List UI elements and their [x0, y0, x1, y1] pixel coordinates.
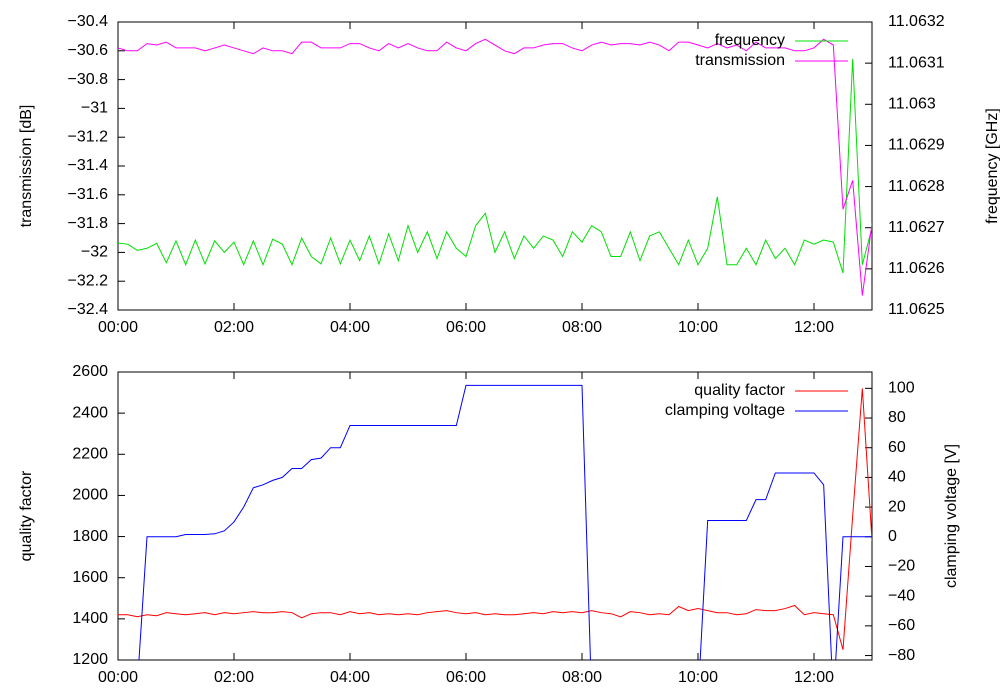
data-line [118, 388, 872, 650]
y2-tick-label: 40 [888, 469, 906, 486]
y2-tick-label: 80 [888, 409, 906, 426]
x-tick-label: 10:00 [678, 319, 718, 336]
y2-axis-label: clamping voltage [V] [943, 444, 960, 588]
data-line [118, 59, 872, 274]
y2-tick-label: 11.063 [888, 96, 936, 113]
y-tick-label: 2400 [72, 404, 108, 421]
y2-axis-label: frequency [GHz] [984, 108, 1000, 224]
y-tick-label: 2000 [72, 487, 108, 504]
y-tick-label: 2600 [72, 363, 108, 380]
y-tick-label: −30.6 [68, 42, 109, 59]
x-tick-label: 08:00 [562, 319, 602, 336]
y-axis-label: transmission [dB] [18, 105, 35, 228]
y-tick-label: 2200 [72, 446, 108, 463]
y-tick-label: −30.4 [68, 13, 109, 30]
y-tick-label: 1800 [72, 528, 108, 545]
y2-tick-label: −60 [888, 617, 915, 634]
y2-tick-label: −80 [888, 647, 915, 664]
data-line [138, 384, 872, 660]
legend-label: quality factor [694, 382, 785, 399]
y2-tick-label: 20 [888, 498, 906, 515]
x-tick-label: 04:00 [330, 669, 370, 686]
y2-tick-label: 11.0632 [888, 13, 945, 30]
legend-label: transmission [695, 52, 785, 69]
y-tick-label: −32.2 [68, 272, 109, 289]
y-tick-label: −31.6 [68, 186, 109, 203]
x-tick-label: 00:00 [98, 319, 138, 336]
x-tick-label: 08:00 [562, 669, 602, 686]
y2-tick-label: 11.0629 [888, 137, 945, 154]
legend-label: clamping voltage [665, 402, 785, 419]
x-tick-label: 04:00 [330, 319, 370, 336]
y-tick-label: −32.4 [68, 301, 109, 318]
x-tick-label: 12:00 [794, 669, 834, 686]
x-tick-label: 06:00 [446, 669, 486, 686]
y-tick-label: 1200 [72, 651, 108, 668]
y-tick-label: −31.8 [68, 215, 109, 232]
y-tick-label: −30.8 [68, 71, 109, 88]
y2-tick-label: 100 [888, 380, 915, 397]
data-line [118, 38, 872, 296]
y-tick-label: −31 [81, 100, 108, 117]
y2-tick-label: 11.0627 [888, 219, 945, 236]
y2-tick-label: 11.0625 [888, 301, 945, 318]
x-tick-label: 02:00 [214, 319, 254, 336]
y-tick-label: 1600 [72, 569, 108, 586]
y-tick-label: −31.2 [68, 128, 109, 145]
y2-tick-label: 0 [888, 528, 897, 545]
y-tick-label: −32 [81, 244, 108, 261]
y2-tick-label: 11.0628 [888, 178, 945, 195]
x-tick-label: 06:00 [446, 319, 486, 336]
x-tick-label: 12:00 [794, 319, 834, 336]
y2-tick-label: 11.0631 [888, 54, 945, 71]
y2-tick-label: −40 [888, 587, 915, 604]
x-tick-label: 02:00 [214, 669, 254, 686]
plot-frame [117, 371, 873, 661]
y2-tick-label: 60 [888, 439, 906, 456]
y-axis-label: quality factor [18, 470, 35, 561]
y2-tick-label: −20 [888, 558, 915, 575]
y-tick-label: 1400 [72, 610, 108, 627]
legend-label: frequency [715, 32, 785, 49]
y2-tick-label: 11.0626 [888, 260, 945, 277]
x-tick-label: 10:00 [678, 669, 718, 686]
y-tick-label: −31.4 [68, 157, 109, 174]
x-tick-label: 00:00 [98, 669, 138, 686]
